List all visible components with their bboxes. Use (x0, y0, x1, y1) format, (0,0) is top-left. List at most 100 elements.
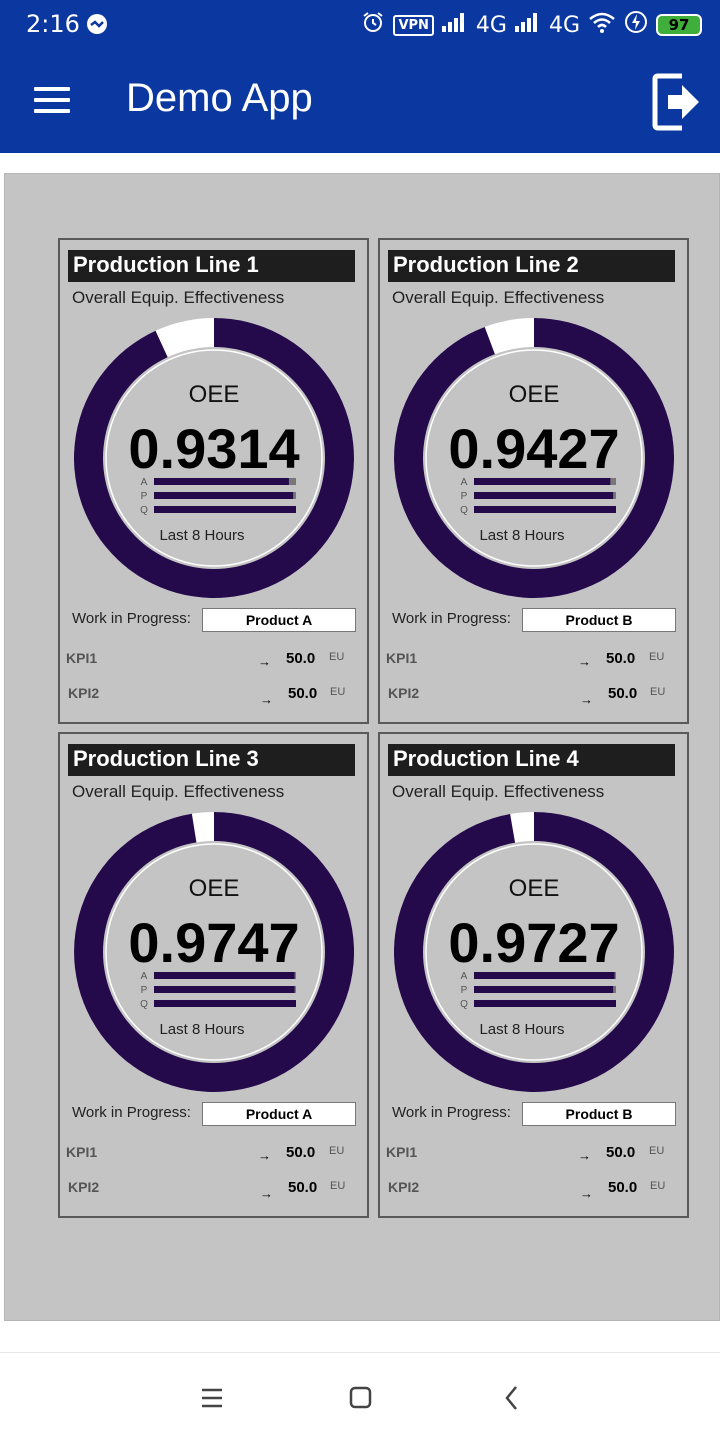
kpi2-unit: EU (650, 686, 666, 698)
kpi1-value: 50.0 (606, 650, 636, 667)
apq-letter: Q (460, 999, 468, 1010)
app-title: Demo App (126, 76, 313, 120)
apq-letter: P (461, 491, 468, 502)
production-line-panel: Production Line 4 Overall Equip. Effecti… (378, 732, 689, 1218)
logout-button[interactable] (652, 72, 702, 132)
panel-title: Production Line 1 (68, 250, 355, 282)
wip-value: Product A (202, 1102, 356, 1126)
period-label: Last 8 Hours (159, 1021, 244, 1038)
menu-button[interactable] (34, 87, 70, 115)
menu-icon (34, 87, 70, 91)
gauge-inner-ring (105, 843, 323, 1061)
panel-title: Production Line 4 (388, 744, 675, 776)
kpi2-label: KPI2 (388, 685, 420, 701)
kpi2-value: 50.0 (288, 1179, 318, 1196)
apq-letter: P (141, 985, 148, 996)
apq-letter: A (461, 971, 468, 982)
wip-value: Product B (522, 608, 676, 632)
alarm-icon (361, 10, 385, 40)
apq-bar-fill (154, 1000, 296, 1007)
kpi1-label: KPI1 (386, 650, 418, 666)
back-button[interactable] (492, 1379, 532, 1419)
kpi2-value: 50.0 (608, 685, 638, 702)
kpi1-value: 50.0 (286, 650, 316, 667)
apq-bar-fill (474, 492, 614, 499)
gauge-inner-ring (105, 349, 323, 567)
gauge-inner-ring (425, 843, 643, 1061)
period-label: Last 8 Hours (159, 527, 244, 544)
oee-label: OEE (509, 381, 560, 408)
status-time: 2:16 (26, 10, 80, 38)
back-icon (505, 1386, 517, 1410)
kpi1-unit: EU (329, 651, 345, 663)
period-label: Last 8 Hours (479, 527, 564, 544)
wifi-icon (588, 11, 616, 39)
wip-label: Work in Progress: (392, 610, 511, 627)
apq-letter: P (141, 491, 148, 502)
kpi2-label: KPI2 (68, 685, 100, 701)
recents-button[interactable] (192, 1379, 232, 1419)
kpi1-label: KPI1 (386, 1144, 418, 1160)
status-bar: 2:16 VPN 4G 4G 97 (0, 0, 720, 50)
wip-label: Work in Progress: (72, 610, 191, 627)
apq-bar-fill (154, 492, 294, 499)
apq-letter: Q (140, 999, 148, 1010)
menu-icon-line (34, 98, 70, 102)
kpi2-unit: EU (330, 1180, 346, 1192)
oee-label: OEE (189, 381, 240, 408)
gauge-face (423, 347, 645, 569)
kpi1-label: KPI1 (66, 650, 98, 666)
apq-bar-fill (154, 972, 295, 979)
apq-bar-fill (474, 986, 614, 993)
wip-value: Product A (202, 608, 356, 632)
apq-letter: A (141, 971, 148, 982)
menu-icon-line (34, 109, 70, 113)
panel-subtitle: Overall Equip. Effectiveness (392, 782, 605, 801)
kpi1-trend-icon: → (578, 654, 591, 669)
panel-subtitle: Overall Equip. Effectiveness (72, 782, 285, 801)
production-line-panel: Production Line 2 Overall Equip. Effecti… (378, 238, 689, 724)
kpi2-trend-icon: → (580, 1186, 593, 1201)
signal-icon (514, 12, 541, 38)
sync-icon (86, 13, 108, 40)
apq-bar-fill (474, 478, 611, 485)
panel-title: Production Line 2 (388, 250, 675, 282)
kpi1-value: 50.0 (606, 1144, 636, 1161)
kpi2-label: KPI2 (388, 1179, 420, 1195)
panel-title: Production Line 3 (68, 744, 355, 776)
system-nav-bar (0, 1352, 720, 1440)
kpi2-trend-icon: → (580, 692, 593, 707)
wip-label: Work in Progress: (392, 1104, 511, 1121)
oee-value: 0.9427 (448, 417, 619, 480)
vpn-badge: VPN (393, 14, 434, 36)
kpi2-value: 50.0 (288, 685, 318, 702)
gauge-face (103, 841, 325, 1063)
home-button[interactable] (340, 1379, 380, 1419)
kpi1-unit: EU (329, 1145, 345, 1157)
wip-value: Product B (522, 1102, 676, 1126)
kpi2-value: 50.0 (608, 1179, 638, 1196)
period-label: Last 8 Hours (479, 1021, 564, 1038)
wip-label: Work in Progress: (72, 1104, 191, 1121)
oee-label: OEE (189, 875, 240, 902)
apq-letter: P (461, 985, 468, 996)
kpi2-label: KPI2 (68, 1179, 100, 1195)
logout-icon (652, 73, 699, 131)
kpi2-trend-icon: → (260, 1186, 273, 1201)
kpi1-trend-icon: → (258, 1148, 271, 1163)
panel-subtitle: Overall Equip. Effectiveness (72, 288, 285, 307)
apq-bar-fill (474, 972, 615, 979)
apq-bar-fill (474, 1000, 616, 1007)
network-type-2: 4G (548, 12, 580, 38)
apq-letter: A (461, 477, 468, 488)
gauge-face (423, 841, 645, 1063)
apq-bar-fill (154, 506, 296, 513)
signal-icon (441, 12, 468, 38)
kpi1-unit: EU (649, 651, 665, 663)
oee-value: 0.9747 (128, 911, 299, 974)
oee-value: 0.9727 (448, 911, 619, 974)
kpi2-unit: EU (330, 686, 346, 698)
